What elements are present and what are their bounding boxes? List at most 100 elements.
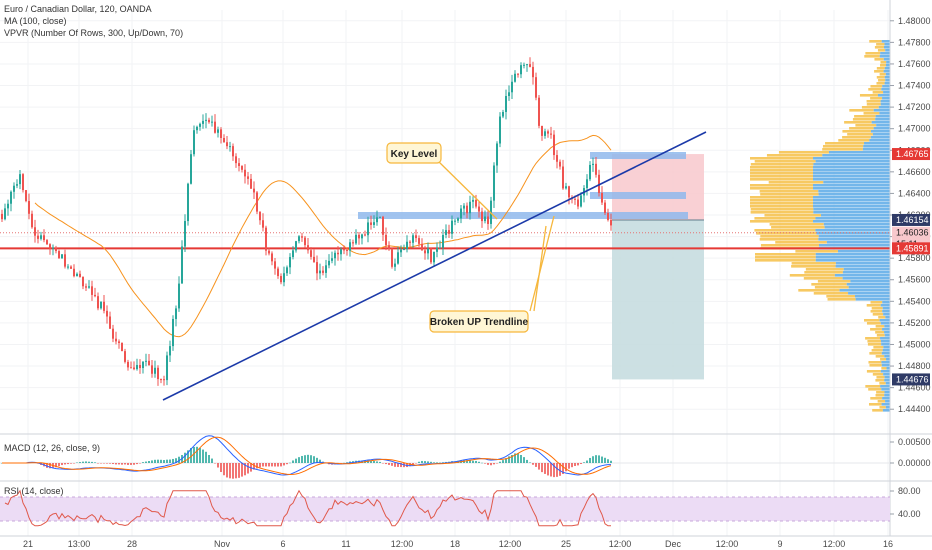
vpvr-bar-blue xyxy=(854,295,890,298)
vpvr-bar-orange xyxy=(880,61,887,64)
vpvr-bar-orange xyxy=(870,97,883,100)
vpvr-bar-blue xyxy=(884,67,890,70)
macd-histogram-bar xyxy=(394,463,396,467)
macd-histogram-bar xyxy=(133,463,135,465)
candle-body xyxy=(319,270,321,274)
macd-histogram-bar xyxy=(556,463,558,477)
time-tick-label: 9 xyxy=(777,539,782,549)
vpvr-bar-blue xyxy=(828,151,890,154)
time-tick-label: 28 xyxy=(127,539,137,549)
candle-body xyxy=(112,328,114,339)
up-trendline[interactable] xyxy=(162,131,707,401)
macd-histogram-bar xyxy=(217,463,219,468)
macd-histogram-bar xyxy=(94,462,96,463)
candle-body xyxy=(577,199,579,207)
candle-body xyxy=(463,205,465,209)
vpvr-bar-orange xyxy=(861,106,879,109)
macd-histogram-bar xyxy=(127,463,129,465)
macd-histogram-bar xyxy=(223,463,225,476)
candle-body xyxy=(214,121,216,133)
price-tag-bg xyxy=(892,213,930,226)
trendline-callout[interactable]: Broken UP Trendline xyxy=(429,215,555,333)
vpvr-bar-blue xyxy=(880,370,890,373)
candle-body xyxy=(196,126,198,131)
vpvr-bar-blue xyxy=(873,127,890,130)
candle-body xyxy=(517,73,519,75)
price-tag-label: 1.46154 xyxy=(896,215,929,225)
vpvr-bar-orange xyxy=(876,76,885,79)
macd-histogram-bar xyxy=(604,457,606,463)
key-level-rect xyxy=(590,152,686,159)
candle-body xyxy=(382,216,384,235)
candle-body xyxy=(580,195,582,207)
candle-body xyxy=(373,222,375,225)
candle-body xyxy=(10,191,12,204)
candle-body xyxy=(457,218,459,221)
macd-histogram-bar xyxy=(88,461,90,463)
candle-body xyxy=(259,211,261,221)
macd-histogram-bar xyxy=(439,462,441,464)
vpvr-bar-orange xyxy=(822,148,863,151)
macd-histogram-bar xyxy=(103,463,105,464)
price-tick-label: 1.44800 xyxy=(898,361,931,371)
vpvr-bar-blue xyxy=(882,301,890,304)
macd-histogram-bar xyxy=(478,461,480,463)
macd-histogram-bar xyxy=(484,463,486,464)
candle-body xyxy=(412,235,414,243)
vpvr-bar-orange xyxy=(866,304,881,307)
vpvr-bar-orange xyxy=(879,73,886,76)
take-profit-zone[interactable] xyxy=(612,219,704,380)
vpvr-bar-orange xyxy=(868,403,882,406)
vpvr-bar-blue xyxy=(884,355,890,358)
vpvr-bar-orange xyxy=(750,184,813,187)
vpvr-bar-orange xyxy=(874,58,884,61)
macd-signal-line xyxy=(2,436,612,476)
macd-histogram-bar xyxy=(289,462,291,464)
vpvr-bar-blue xyxy=(881,352,890,355)
candle-body xyxy=(418,238,420,244)
vpvr-bar-orange xyxy=(865,52,881,55)
position-tool[interactable] xyxy=(612,154,704,380)
vpvr-bar-orange xyxy=(881,367,887,370)
vpvr-bar-orange xyxy=(875,394,885,397)
macd-histogram-bar xyxy=(580,463,582,464)
candle-body xyxy=(406,241,408,250)
macd-histogram-bar xyxy=(493,463,495,465)
macd-histogram-bar xyxy=(154,459,156,463)
vpvr-bar-blue xyxy=(813,175,890,178)
candle-body xyxy=(508,92,510,96)
vpvr-bar-orange xyxy=(760,193,819,196)
vpvr-bar-blue xyxy=(846,283,890,286)
candle-body xyxy=(190,154,192,184)
vpvr-bar-orange xyxy=(866,100,881,103)
vpvr-indicator-label: VPVR (Number Of Rows, 300, Up/Down, 70) xyxy=(4,28,183,38)
macd-histogram-bar xyxy=(544,463,546,474)
vpvr-bar-blue xyxy=(813,196,890,199)
vpvr-bar-blue xyxy=(882,349,890,352)
vpvr-bar-blue xyxy=(882,97,890,100)
vpvr-bar-orange xyxy=(875,331,885,334)
vpvr-bar-blue xyxy=(880,103,890,106)
price-tag-bg xyxy=(892,373,930,386)
candle-body xyxy=(274,261,276,269)
vpvr-bar-blue xyxy=(818,190,890,193)
macd-histogram-bar xyxy=(157,459,159,463)
vpvr-bar-orange xyxy=(754,217,816,220)
time-tick-label: 12:00 xyxy=(609,539,632,549)
key-level-zones[interactable] xyxy=(358,152,688,219)
macd-histogram-bar xyxy=(313,456,315,463)
candle-body xyxy=(337,252,339,255)
vpvr-bar-blue xyxy=(863,145,890,148)
time-axis[interactable]: 21 13:00 28 Nov 6 11 12:00 18 12:00 25 12:00 Dec 12:… xyxy=(23,539,893,549)
vpvr-bar-orange xyxy=(754,229,816,232)
candle-body xyxy=(427,248,429,254)
macd-histogram-bar xyxy=(436,462,438,463)
vpvr-bar-orange xyxy=(868,361,882,364)
key-level-callout[interactable]: Key Level xyxy=(386,142,498,220)
candle-body xyxy=(502,112,504,117)
vpvr-bar-orange xyxy=(844,121,872,124)
macd-histogram-bar xyxy=(115,463,117,465)
macd-histogram-bar xyxy=(577,463,579,466)
stop-loss-zone[interactable] xyxy=(612,154,704,220)
